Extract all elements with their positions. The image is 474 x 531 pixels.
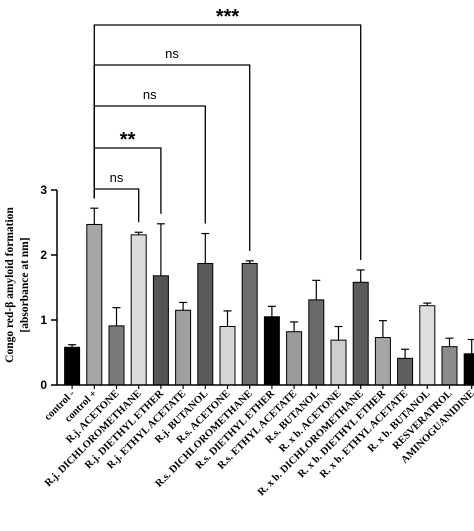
significance-label: *** [216,6,240,28]
y-axis: 0 1 2 3 [40,183,58,392]
bar [397,357,414,386]
bar [308,299,325,386]
bar [241,262,258,386]
bar [197,262,214,386]
bar [441,346,458,386]
significance-label: ns [165,46,179,61]
y-tick-label: 1 [40,313,47,327]
y-tick-label: 0 [40,378,47,392]
significance-bracket [93,105,206,224]
bar [86,223,103,386]
y-tick-label: 3 [40,183,47,197]
bar [374,337,391,386]
significance-bracket [93,188,140,223]
error-bars [68,207,474,359]
bar [463,353,474,386]
bar [419,305,436,386]
y-axis-label-line1: Congo red-β amyloid formation [4,207,16,363]
bars [64,223,474,386]
significance-label: ns [143,87,157,102]
significance-bracket [93,64,251,251]
bar [286,331,303,386]
bar [219,326,236,386]
significance-label: ** [120,129,136,151]
significance-bracket [93,147,162,214]
significance-label: ns [110,170,124,185]
significance-brackets: ns ** ns ns *** [93,6,362,260]
bar [108,325,125,386]
y-tick-label: 2 [40,248,47,262]
bar [152,275,169,386]
bar [175,309,192,386]
significance-bracket [93,24,362,260]
bar [330,339,347,386]
bar [263,316,280,386]
bar [130,234,147,386]
bar [352,281,369,386]
y-axis-label: Congo red-β amyloid formation [absorbanc… [4,207,31,363]
y-axis-label-line2: [absorbance at nm] [19,237,31,332]
bar [64,346,81,386]
